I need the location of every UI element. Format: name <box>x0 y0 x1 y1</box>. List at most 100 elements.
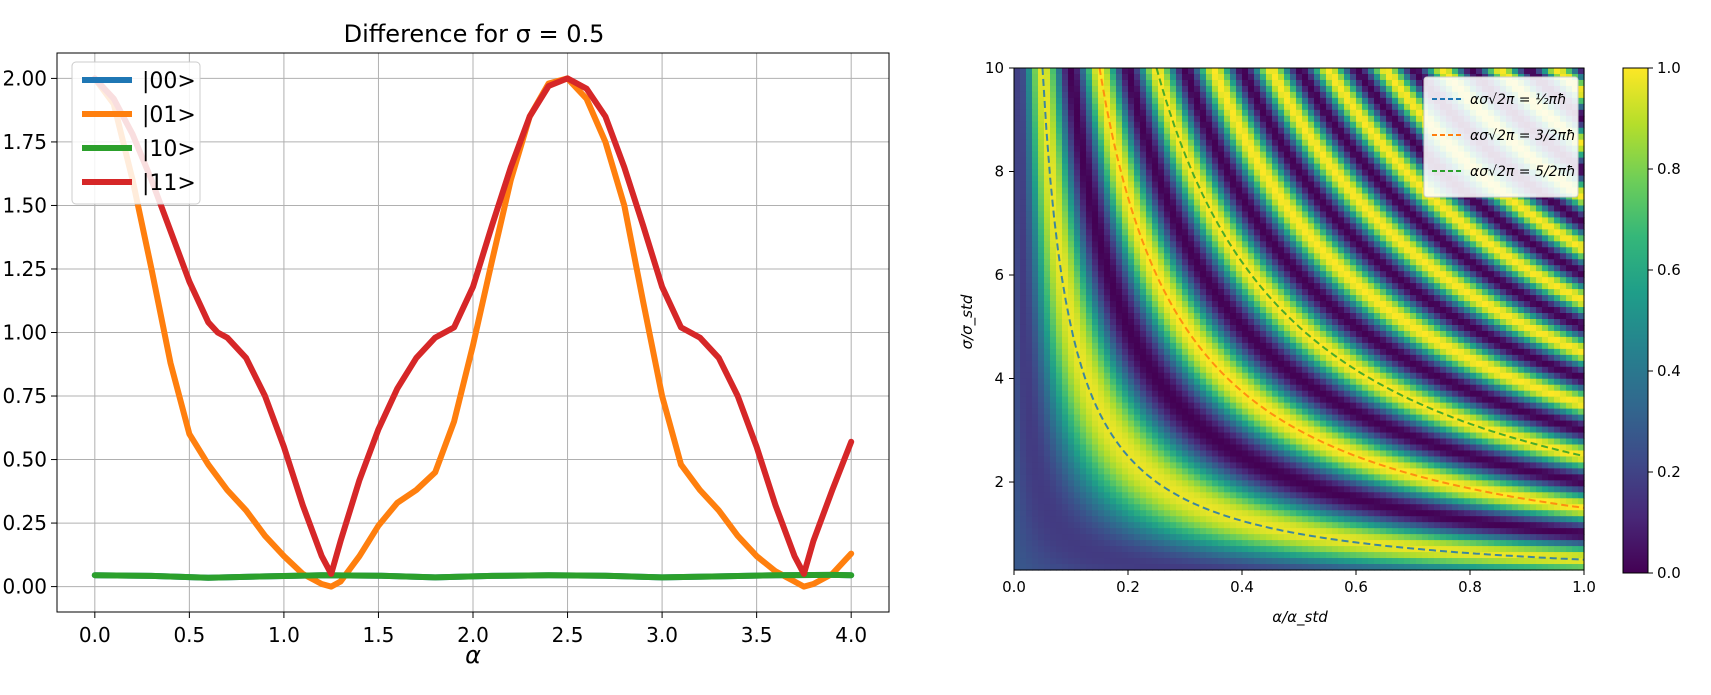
heatmap-cell <box>1128 259 1135 266</box>
heatmap-cell <box>1200 121 1207 129</box>
heatmap-cell <box>1098 366 1105 374</box>
heatmap-cell <box>1140 68 1147 75</box>
heatmap-cell <box>1350 175 1357 183</box>
heatmap-cell <box>1524 235 1531 242</box>
heatmap-cell <box>1518 307 1525 314</box>
heatmap-cell <box>1290 139 1297 147</box>
heatmap-cell <box>1116 217 1123 224</box>
y-tick-label: 2.00 <box>2 66 47 90</box>
heatmap-cell <box>1158 205 1165 213</box>
heatmap-cell <box>1308 289 1315 296</box>
heatmap-cell <box>1128 73 1135 81</box>
heatmap-cell <box>1050 73 1057 81</box>
heatmap-cell <box>1302 151 1309 159</box>
heatmap-cell <box>1536 241 1543 248</box>
heatmap-cell <box>1230 73 1237 81</box>
heatmap-cell <box>1404 205 1411 213</box>
heatmap-cell <box>1140 271 1147 278</box>
heatmap-cell <box>1464 360 1471 368</box>
heatmap-cell <box>1518 283 1525 290</box>
heatmap-cell <box>1566 259 1573 266</box>
heatmap-cell <box>1434 277 1441 284</box>
heatmap-cell <box>1362 253 1369 260</box>
heatmap-cell <box>1500 354 1507 362</box>
heatmap-cell <box>1560 283 1567 290</box>
heatmap-cell <box>1014 372 1021 380</box>
heatmap-cell <box>1236 169 1243 177</box>
heatmap-cell <box>1056 289 1063 296</box>
heatmap-cell <box>1302 169 1309 177</box>
heatmap-cell <box>1254 319 1261 326</box>
heatmap-cell <box>1338 68 1345 75</box>
heatmap-cell <box>1050 79 1057 87</box>
heatmap-cell <box>1518 211 1525 219</box>
heatmap-cell <box>1218 324 1225 332</box>
heatmap-cell <box>1308 193 1315 201</box>
heatmap-cell <box>1536 301 1543 308</box>
heatmap-cell <box>1332 199 1339 207</box>
heatmap-cell <box>1200 235 1207 242</box>
heatmap-cell <box>1554 366 1561 374</box>
heatmap-cell <box>1146 223 1153 230</box>
heatmap-cell <box>1218 211 1225 219</box>
heatmap-cell <box>1080 366 1087 374</box>
heatmap-cell <box>1578 295 1585 302</box>
heatmap-cell <box>1368 271 1375 278</box>
heatmap-cell <box>1218 91 1225 99</box>
heatmap-cell <box>1398 354 1405 362</box>
heatmap-cell <box>1434 324 1441 332</box>
heatmap-cell <box>1332 253 1339 260</box>
heatmap-cell <box>1428 223 1435 230</box>
heatmap-cell <box>1044 157 1051 165</box>
heatmap-cell <box>1134 127 1141 135</box>
heatmap-cell <box>1134 235 1141 242</box>
heatmap-cell <box>1434 372 1441 380</box>
heatmap-cell <box>1578 319 1585 326</box>
heatmap-cell <box>1392 336 1399 344</box>
heatmap-cell <box>1062 271 1069 278</box>
heatmap-cell <box>1530 68 1537 75</box>
heatmap-cell <box>1152 229 1159 236</box>
heatmap-cell <box>1068 271 1075 278</box>
heatmap-cell <box>1296 121 1303 129</box>
heatmap-cell <box>1332 360 1339 368</box>
heatmap-cell <box>1308 79 1315 87</box>
heatmap-cell <box>1398 319 1405 326</box>
heatmap-cell <box>1050 121 1057 129</box>
legend-label: |10> <box>142 137 196 162</box>
heatmap-cell <box>1206 157 1213 165</box>
heatmap-cell <box>1248 199 1255 207</box>
heatmap-cell <box>1386 115 1393 123</box>
heatmap-cell <box>1362 91 1369 99</box>
heatmap-cell <box>1134 247 1141 254</box>
heatmap-cell <box>1452 235 1459 242</box>
heatmap-cell <box>1476 330 1483 338</box>
heatmap-cell <box>1440 295 1447 302</box>
heatmap-cell <box>1536 217 1543 224</box>
heatmap-cell <box>1434 348 1441 356</box>
heatmap-cell <box>1164 103 1171 111</box>
heatmap-cell <box>1350 73 1357 81</box>
heatmap-cell <box>1464 283 1471 290</box>
heatmap-cell <box>1386 307 1393 314</box>
heatmap-cell <box>1212 169 1219 177</box>
heatmap-cell <box>1212 181 1219 189</box>
heatmap-cell <box>1266 354 1273 362</box>
heatmap-cell <box>1524 199 1531 207</box>
heatmap-cell <box>1134 145 1141 153</box>
heatmap-cell <box>1302 187 1309 195</box>
heatmap-cell <box>1188 139 1195 147</box>
heatmap-cell <box>1290 241 1297 248</box>
heatmap-cell <box>1050 283 1057 290</box>
heatmap-cell <box>1338 324 1345 332</box>
heatmap-cell <box>1242 115 1249 123</box>
heatmap-cell <box>1356 157 1363 165</box>
heatmap-cell <box>1530 247 1537 254</box>
heatmap-cell <box>1272 366 1279 374</box>
heatmap-cell <box>1260 271 1267 278</box>
heatmap-cell <box>1524 253 1531 260</box>
heatmap-cell <box>1140 187 1147 195</box>
heatmap-cell <box>1398 181 1405 189</box>
heatmap-cell <box>1224 307 1231 314</box>
heatmap-cell <box>1344 163 1351 171</box>
